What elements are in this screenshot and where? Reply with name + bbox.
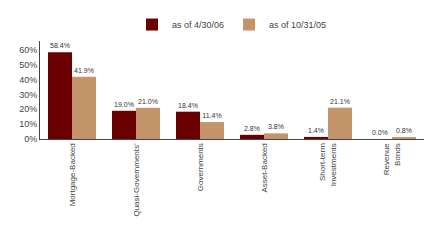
svg-text:50%: 50% xyxy=(19,60,37,70)
svg-text:Governments: Governments xyxy=(196,143,205,191)
svg-text:40%: 40% xyxy=(19,75,37,85)
svg-text:Quasi-Governments’: Quasi-Governments’ xyxy=(132,143,141,217)
svg-text:0%: 0% xyxy=(24,134,37,144)
svg-text:0.8%: 0.8% xyxy=(396,127,412,134)
svg-text:0.0%: 0.0% xyxy=(372,129,388,136)
svg-text:21.0%: 21.0% xyxy=(138,98,158,105)
svg-text:as of 4/30/06: as of 4/30/06 xyxy=(172,20,224,30)
svg-text:18.4%: 18.4% xyxy=(178,102,198,109)
svg-text:Asset-Backed: Asset-Backed xyxy=(260,143,269,192)
svg-text:3.8%: 3.8% xyxy=(268,123,284,130)
svg-text:1.4%: 1.4% xyxy=(308,127,324,134)
svg-text:RevenueBonds: RevenueBonds xyxy=(382,143,401,176)
svg-text:Mortgage-Backed: Mortgage-Backed xyxy=(68,143,77,206)
svg-text:11.4%: 11.4% xyxy=(202,112,221,119)
svg-text:10%: 10% xyxy=(19,119,37,129)
svg-text:19.0%: 19.0% xyxy=(114,101,134,108)
svg-text:60%: 60% xyxy=(19,45,37,55)
svg-text:30%: 30% xyxy=(19,90,37,100)
svg-text:20%: 20% xyxy=(19,104,37,114)
svg-text:41.9%: 41.9% xyxy=(74,67,94,74)
svg-text:as of 10/31/05: as of 10/31/05 xyxy=(269,20,326,30)
svg-text:Short-termInvestments: Short-termInvestments xyxy=(318,143,337,186)
svg-text:58.4%: 58.4% xyxy=(50,42,70,49)
svg-text:2.8%: 2.8% xyxy=(244,125,260,132)
svg-text:21.1%: 21.1% xyxy=(330,98,350,105)
